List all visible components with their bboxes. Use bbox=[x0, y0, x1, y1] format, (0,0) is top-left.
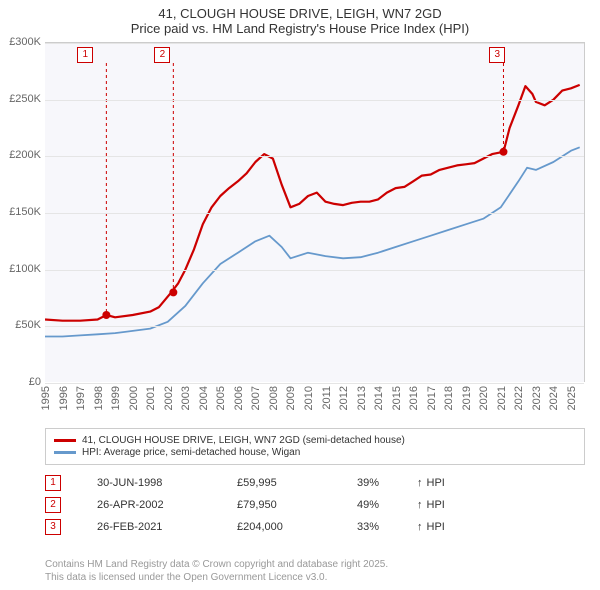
footer-line-1: Contains HM Land Registry data © Crown c… bbox=[45, 558, 585, 571]
x-tick-label: 2015 bbox=[391, 386, 403, 410]
x-tick-label: 2016 bbox=[408, 386, 420, 410]
x-tick-label: 2005 bbox=[215, 386, 227, 410]
x-tick-label: 1998 bbox=[93, 386, 105, 410]
series-line bbox=[45, 147, 580, 336]
x-tick-label: 2003 bbox=[180, 386, 192, 410]
y-tick-label: £50K bbox=[15, 319, 41, 331]
y-axis: £0£50K£100K£150K£200K£250K£300K bbox=[0, 42, 45, 382]
sale-pct: 39% bbox=[357, 477, 417, 489]
x-tick-label: 2006 bbox=[233, 386, 245, 410]
x-tick-label: 2024 bbox=[548, 386, 560, 410]
x-tick-label: 2022 bbox=[513, 386, 525, 410]
marker-dot bbox=[169, 288, 177, 296]
chart-plot-area: 1 2 3 bbox=[45, 42, 585, 382]
sale-hpi-label: HPI bbox=[427, 499, 445, 511]
sale-row: 3 26-FEB-2021£204,00033%↑ HPI bbox=[45, 516, 585, 538]
series-line bbox=[45, 85, 580, 321]
sale-pct: 49% bbox=[357, 499, 417, 511]
marker-dot bbox=[499, 148, 507, 156]
x-tick-label: 2007 bbox=[250, 386, 262, 410]
x-tick-label: 2020 bbox=[478, 386, 490, 410]
footer-line-2: This data is licensed under the Open Gov… bbox=[45, 571, 585, 584]
sale-number-box: 2 bbox=[45, 497, 61, 513]
y-tick-label: £150K bbox=[9, 206, 41, 218]
x-tick-label: 2014 bbox=[373, 386, 385, 410]
sale-row: 1 30-JUN-1998£59,99539%↑ HPI bbox=[45, 472, 585, 494]
marker-number-box: 1 bbox=[77, 47, 93, 63]
x-tick-label: 2011 bbox=[321, 386, 333, 410]
x-tick-label: 2013 bbox=[356, 386, 368, 410]
x-tick-label: 2009 bbox=[285, 386, 297, 410]
x-tick-label: 2002 bbox=[163, 386, 175, 410]
legend-swatch bbox=[54, 439, 76, 442]
sale-hpi-label: HPI bbox=[427, 521, 445, 533]
legend-item: HPI: Average price, semi-detached house,… bbox=[54, 447, 576, 458]
x-tick-label: 1999 bbox=[110, 386, 122, 410]
x-tick-label: 2025 bbox=[566, 386, 578, 410]
sale-date: 26-FEB-2021 bbox=[97, 521, 237, 533]
sale-price: £79,950 bbox=[237, 499, 357, 511]
gridline bbox=[45, 213, 584, 214]
y-tick-label: £250K bbox=[9, 93, 41, 105]
marker-dot bbox=[102, 311, 110, 319]
chart-subtitle: Price paid vs. HM Land Registry's House … bbox=[0, 21, 600, 36]
sale-pct: 33% bbox=[357, 521, 417, 533]
sale-hpi-label: HPI bbox=[427, 477, 445, 489]
sale-number-box: 1 bbox=[45, 475, 61, 491]
sale-date: 26-APR-2002 bbox=[97, 499, 237, 511]
up-arrow-icon: ↑ bbox=[417, 477, 423, 489]
attribution-footer: Contains HM Land Registry data © Crown c… bbox=[45, 558, 585, 584]
y-tick-label: £100K bbox=[9, 263, 41, 275]
x-tick-label: 2019 bbox=[461, 386, 473, 410]
marker-number-box: 2 bbox=[154, 47, 170, 63]
sale-number-box: 3 bbox=[45, 519, 61, 535]
legend-swatch bbox=[54, 451, 76, 454]
x-tick-label: 1997 bbox=[75, 386, 87, 410]
legend-label: 41, CLOUGH HOUSE DRIVE, LEIGH, WN7 2GD (… bbox=[82, 435, 405, 446]
gridline bbox=[45, 326, 584, 327]
x-tick-label: 1995 bbox=[40, 386, 52, 410]
y-tick-label: £200K bbox=[9, 149, 41, 161]
x-tick-label: 2021 bbox=[496, 386, 508, 410]
gridline bbox=[45, 43, 584, 44]
sales-table: 130-JUN-1998£59,99539%↑HPI226-APR-2002£7… bbox=[45, 472, 585, 538]
x-tick-label: 2017 bbox=[426, 386, 438, 410]
x-tick-label: 2008 bbox=[268, 386, 280, 410]
x-tick-label: 2018 bbox=[443, 386, 455, 410]
x-tick-label: 2010 bbox=[303, 386, 315, 410]
sale-date: 30-JUN-1998 bbox=[97, 477, 237, 489]
gridline bbox=[45, 100, 584, 101]
gridline bbox=[45, 270, 584, 271]
chart-legend: 41, CLOUGH HOUSE DRIVE, LEIGH, WN7 2GD (… bbox=[45, 428, 585, 465]
x-tick-label: 2004 bbox=[198, 386, 210, 410]
legend-item: 41, CLOUGH HOUSE DRIVE, LEIGH, WN7 2GD (… bbox=[54, 435, 576, 446]
legend-label: HPI: Average price, semi-detached house,… bbox=[82, 447, 300, 458]
up-arrow-icon: ↑ bbox=[417, 521, 423, 533]
chart-title: 41, CLOUGH HOUSE DRIVE, LEIGH, WN7 2GD bbox=[0, 6, 600, 21]
x-tick-label: 1996 bbox=[58, 386, 70, 410]
gridline bbox=[45, 156, 584, 157]
x-tick-label: 2012 bbox=[338, 386, 350, 410]
x-tick-label: 2001 bbox=[145, 386, 157, 410]
sale-price: £59,995 bbox=[237, 477, 357, 489]
x-tick-label: 2023 bbox=[531, 386, 543, 410]
marker-number-box: 3 bbox=[489, 47, 505, 63]
sale-price: £204,000 bbox=[237, 521, 357, 533]
y-tick-label: £300K bbox=[9, 36, 41, 48]
up-arrow-icon: ↑ bbox=[417, 499, 423, 511]
x-tick-label: 2000 bbox=[128, 386, 140, 410]
sale-row: 2 26-APR-2002£79,95049%↑ HPI bbox=[45, 494, 585, 516]
